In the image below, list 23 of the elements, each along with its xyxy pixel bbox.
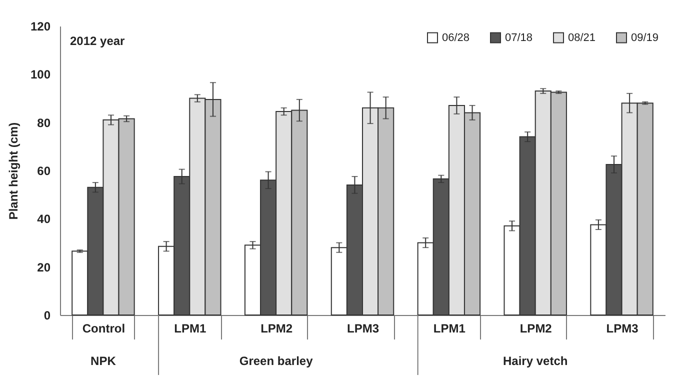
text: Green barley (239, 354, 314, 368)
text: NPK (90, 354, 116, 368)
legend-label: 06/28 (442, 32, 470, 44)
x-tick-label: LPM2 (260, 322, 293, 336)
x-tick-label: Control (82, 322, 126, 336)
annotation: 2012 year (70, 34, 126, 48)
y-tick-label: 100 (30, 68, 51, 82)
y-tick-label: 80 (37, 116, 51, 130)
legend-label: 08/21 (568, 32, 596, 44)
x-tick-label: LPM3 (606, 322, 639, 336)
x-tick-label: LPM1 (174, 322, 206, 336)
x-tick-label: LPM3 (346, 322, 380, 336)
y-tick-label: 40 (37, 212, 51, 226)
y-tick-label: 60 (37, 164, 51, 178)
y-axis-title: Plant height (cm) (6, 122, 20, 220)
x-tick-label: LPM2 (520, 322, 552, 336)
x-tick-label: LPM1 (433, 322, 466, 336)
y-tick-label: 20 (37, 260, 51, 274)
text: Hairy vetch (503, 354, 568, 368)
legend-label: 07/18 (505, 32, 533, 44)
y-tick-label: 0 (44, 308, 51, 322)
y-tick-label: 120 (30, 20, 51, 34)
legend-label: 09/19 (631, 32, 659, 44)
